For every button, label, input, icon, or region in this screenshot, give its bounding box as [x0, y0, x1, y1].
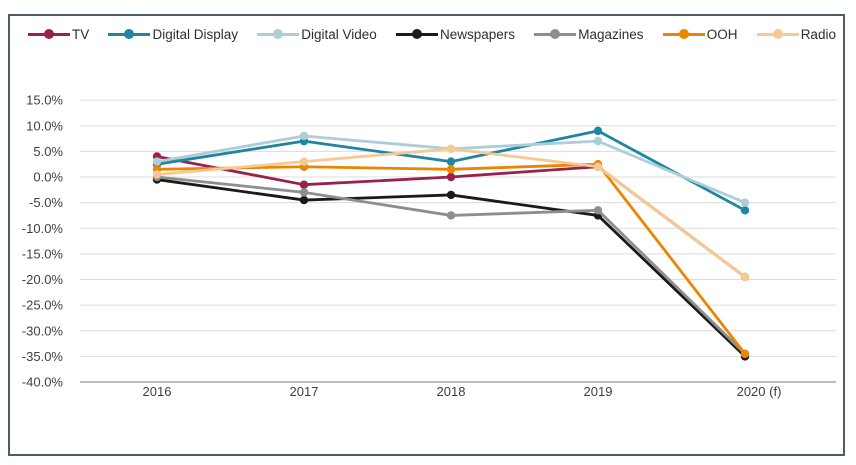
y-axis-tick-label: -5.0%	[29, 195, 63, 210]
legend-label: OOH	[706, 26, 738, 42]
legend-line-dot-marker	[534, 28, 577, 40]
y-axis-tick-label: 15.0%	[26, 93, 63, 108]
legend-label: Radio	[800, 26, 836, 42]
y-axis-tick-label: -35.0%	[22, 349, 64, 364]
chart-legend: TV Digital Display Digital Video Newspapers…	[28, 24, 836, 44]
data-point-digital-video-2017	[299, 131, 309, 141]
y-axis-tick-label: -10.0%	[22, 221, 64, 236]
y-axis-tick-label: -20.0%	[22, 272, 64, 287]
data-point-newspapers-2017	[299, 195, 309, 205]
legend-label: Newspapers	[439, 26, 516, 42]
data-point-digital-display-2019	[593, 126, 603, 136]
data-point-ooh-2020 (f)	[740, 349, 750, 359]
data-point-ooh-2018	[446, 165, 456, 174]
data-point-digital-video-2016	[152, 157, 162, 166]
y-axis-tick-label: -40.0%	[22, 375, 64, 390]
legend-label: TV	[72, 26, 90, 42]
legend-line-dot-marker	[108, 28, 151, 40]
data-point-magazines-2018	[446, 211, 456, 220]
data-point-tv-2018	[446, 172, 456, 182]
legend-line-dot-marker	[28, 28, 70, 40]
data-point-newspapers-2018	[446, 190, 456, 200]
data-point-tv-2017	[299, 180, 309, 189]
series-line-magazines	[155, 175, 747, 356]
legend-line-dot-marker	[756, 28, 799, 40]
legend-item-magazines: Magazines	[534, 26, 644, 42]
legend-label: Magazines	[578, 26, 644, 42]
legend-item-tv: TV	[28, 27, 89, 42]
legend-item-digital-video: Digital Video	[257, 27, 377, 42]
legend-label: Digital Video	[301, 26, 377, 42]
legend-item-radio: Radio	[756, 26, 836, 42]
data-point-radio-2019	[593, 162, 603, 171]
data-point-digital-video-2019	[593, 136, 603, 146]
data-point-magazines-2017	[299, 188, 309, 197]
legend-item-newspapers: Newspapers	[395, 26, 516, 42]
data-point-radio-2016	[152, 170, 162, 179]
data-point-radio-2017	[299, 157, 309, 166]
legend-line-dot-marker	[662, 28, 705, 40]
data-point-magazines-2019	[593, 206, 603, 215]
y-axis-tick-label: -25.0%	[22, 298, 64, 313]
y-axis-tick-label: -30.0%	[22, 323, 64, 338]
x-axis-tick-label: 2019	[584, 384, 613, 399]
x-axis-tick-label: 2020 (f)	[737, 384, 782, 399]
x-axis-tick-label: 2018	[437, 384, 466, 399]
x-axis-tick-label: 2016	[143, 384, 172, 399]
y-axis-tick-label: 5.0%	[33, 144, 63, 159]
y-axis-tick-label: -15.0%	[22, 246, 64, 261]
y-axis-tick-label: 10.0%	[26, 118, 63, 133]
data-point-digital-video-2020 (f)	[740, 198, 750, 207]
legend-line-dot-marker	[395, 28, 438, 40]
legend-item-digital-display: Digital Display	[108, 27, 238, 42]
legend-item-ooh: OOH	[662, 26, 738, 42]
legend-line-dot-marker	[257, 28, 300, 40]
data-point-radio-2020 (f)	[740, 272, 750, 282]
legend-label: Digital Display	[152, 26, 238, 42]
data-point-digital-display-2020 (f)	[740, 206, 750, 215]
y-axis-tick-label: 0.0%	[33, 170, 63, 185]
data-point-digital-display-2018	[446, 157, 456, 166]
x-axis-tick-label: 2017	[290, 384, 319, 399]
data-point-radio-2018	[446, 144, 456, 154]
